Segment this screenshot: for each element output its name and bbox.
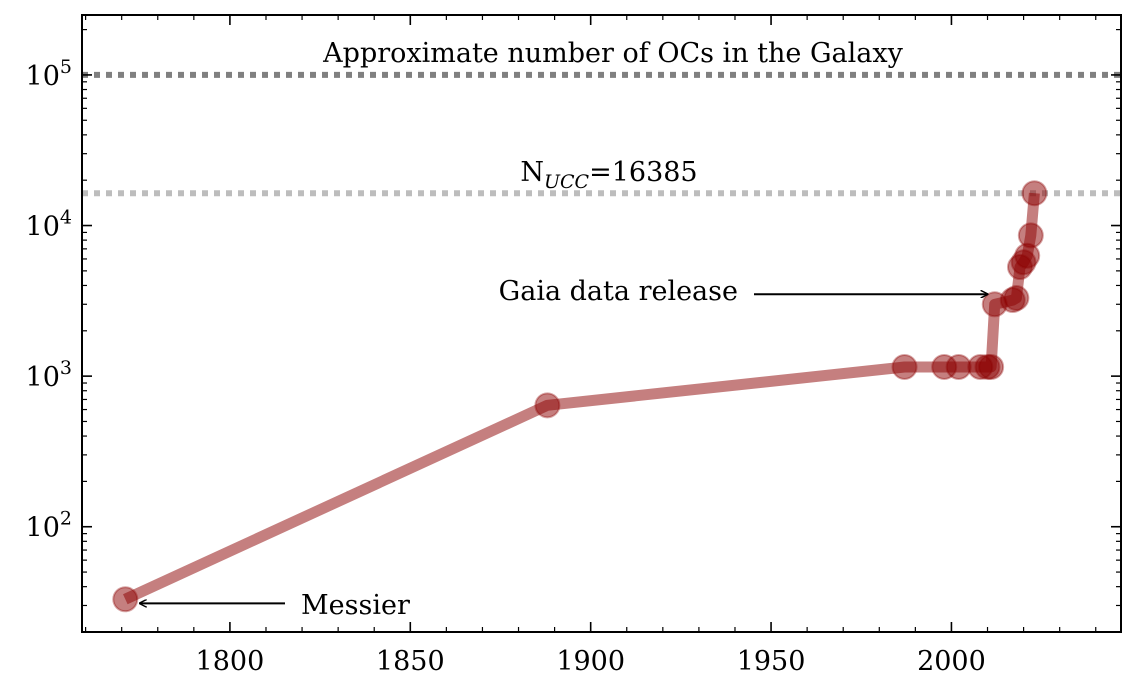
ucc-count-label: NUCC=16385: [520, 157, 697, 193]
data-point-15: [1021, 180, 1048, 207]
galaxy-oc-count-label: Approximate number of OCs in the Galaxy: [322, 38, 903, 69]
plot-frame: [81, 14, 1122, 633]
gaia-annotation-label: Gaia data release: [499, 276, 738, 307]
data-point-14: [1017, 222, 1044, 249]
data-point-4: [945, 353, 972, 380]
y-tick-label-2: 104: [26, 207, 72, 243]
x-tick-label-2000: 2000: [917, 646, 986, 677]
data-point-2: [891, 353, 918, 380]
messier-annotation-label: Messier: [301, 590, 410, 621]
reference-lines: [82, 71, 1121, 197]
x-tick-label-1800: 1800: [196, 646, 265, 677]
x-tick-label-1900: 1900: [556, 646, 625, 677]
x-tick-label-1950: 1950: [737, 646, 806, 677]
data-point-0: [112, 586, 139, 613]
x-axis-ticks: 1800 1850 1900 1950 2000: [85, 15, 1097, 677]
annotations: Gaia data release Messier: [140, 276, 988, 621]
series-discovery-history: [112, 180, 1048, 613]
data-point-7: [978, 353, 1005, 380]
y-tick-label-3: 105: [26, 56, 72, 92]
y-axis-ticks: 102 103 104 105: [26, 28, 1121, 633]
series-line-0: [123, 192, 1040, 605]
x-tick-label-1850: 1850: [376, 646, 445, 677]
y-tick-label-0: 102: [26, 508, 72, 544]
data-point-1: [534, 392, 561, 419]
y-tick-label-1: 103: [26, 357, 72, 393]
data-point-10: [1003, 285, 1030, 312]
